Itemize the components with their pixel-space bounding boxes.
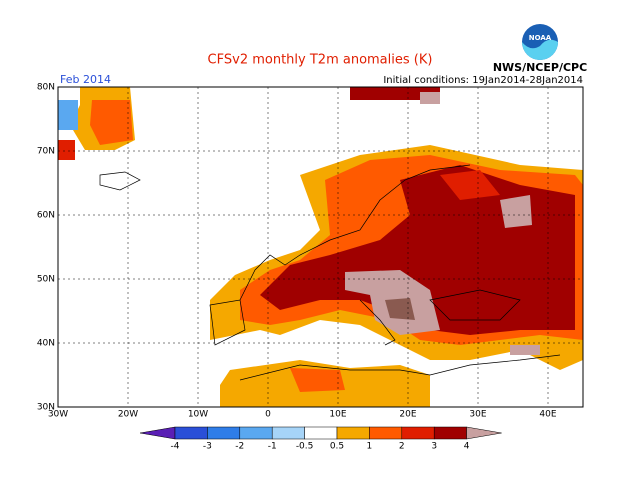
title: CFSv2 monthly T2m anomalies (K) — [208, 53, 433, 68]
map-frame — [57, 86, 584, 408]
coastlines — [99, 164, 561, 381]
colorbar-segment — [401, 426, 435, 440]
colorbar-segment — [336, 426, 370, 440]
colorbar-segment — [369, 426, 403, 440]
grid-lines — [58, 87, 583, 407]
lon-label: 30E — [469, 410, 486, 420]
lon-label: 30W — [48, 410, 68, 420]
agency: NWS/NCEP/CPC — [493, 61, 587, 74]
colorbar-segment — [139, 426, 176, 440]
lon-label: 20E — [399, 410, 416, 420]
lon-label: 20W — [118, 410, 138, 420]
lat-label: 70N — [37, 147, 55, 157]
colorbar-label: -4 — [171, 442, 180, 452]
lon-label: 10E — [329, 410, 346, 420]
lon-label: 40E — [539, 410, 556, 420]
colorbar-label: -0.5 — [296, 442, 314, 452]
colorbar-label: 0.5 — [330, 442, 344, 452]
month: Feb 2014 — [60, 73, 111, 86]
colorbar-label: -3 — [203, 442, 212, 452]
colorbar-segment — [304, 426, 338, 440]
colorbar-segment — [207, 426, 241, 440]
lat-label: 40N — [37, 339, 55, 349]
colorbar-segment — [466, 426, 502, 440]
colorbar-segment — [239, 426, 273, 440]
lat-label: 60N — [37, 211, 55, 221]
lat-label: 30N — [37, 403, 55, 413]
lon-label: 0 — [265, 410, 271, 420]
colorbar-label: 3 — [431, 442, 437, 452]
colorbar-label: 4 — [464, 442, 470, 452]
init-conditions: Initial conditions: 19Jan2014-28Jan2014 — [383, 75, 583, 86]
lat-label: 80N — [37, 83, 55, 93]
logo-text: NOAA — [529, 34, 552, 42]
noaa-logo: NOAA — [522, 24, 558, 60]
colorbar-segment — [271, 426, 305, 440]
colorbar-label: -1 — [268, 442, 277, 452]
colorbar-label: 1 — [367, 442, 373, 452]
colorbar-segment — [433, 426, 467, 440]
map-shading — [58, 87, 583, 407]
colorbar-label: 2 — [399, 442, 405, 452]
colorbar-label: -2 — [235, 442, 244, 452]
lon-label: 10W — [188, 410, 208, 420]
colorbar-segment — [174, 426, 208, 440]
lat-label: 50N — [37, 275, 55, 285]
